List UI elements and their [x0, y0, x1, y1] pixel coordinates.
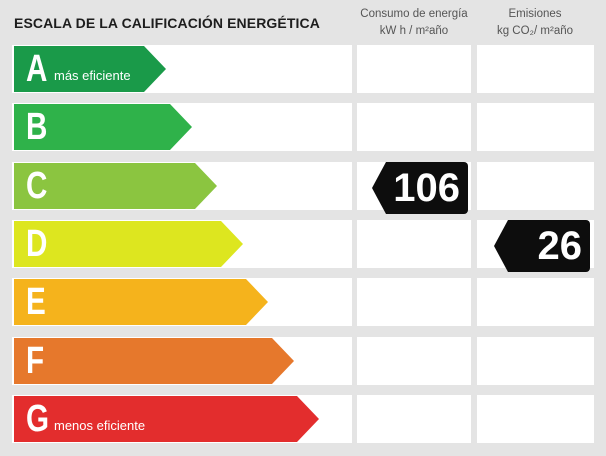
- rating-subtitle: menos eficiente: [54, 418, 146, 433]
- emisiones-header-line2: kg CO₂/ m²año: [496, 25, 574, 37]
- rating-arrow-d: D: [14, 221, 243, 267]
- emisiones-header: Emisiones kg CO₂/ m²año: [475, 6, 595, 40]
- rating-letter: D: [26, 223, 48, 265]
- rating-letter: B: [26, 106, 48, 148]
- emisiones-cell: [477, 45, 594, 93]
- consumo-cell: [357, 220, 471, 268]
- rating-letter: G: [26, 398, 50, 440]
- label-title: ESCALA DE LA CALIFICACIÓN ENERGÉTICA: [14, 15, 320, 31]
- emisiones-cell: [477, 162, 594, 210]
- emisiones-cell: [477, 337, 594, 385]
- rating-arrow-b: B: [14, 104, 192, 150]
- emisiones-value: 26: [537, 224, 583, 268]
- rating-arrow-c: C: [14, 163, 217, 209]
- emisiones-cell: [477, 278, 594, 326]
- rating-arrow-f: F: [14, 338, 294, 384]
- consumo-cell: [357, 395, 471, 443]
- consumo-header: Consumo de energía kW h / m²año: [354, 6, 474, 40]
- rating-letter: F: [26, 340, 45, 382]
- rating-subtitle: más eficiente: [54, 68, 131, 83]
- rating-letter: E: [26, 281, 46, 323]
- emisiones-value-badge: 26: [494, 220, 590, 272]
- consumo-cell: [357, 278, 471, 326]
- rating-arrow-e: E: [14, 279, 268, 325]
- consumo-cell: [357, 45, 471, 93]
- rating-letter: A: [26, 48, 48, 90]
- consumo-header-line2: kW h / m²año: [379, 25, 449, 37]
- consumo-header-line1: Consumo de energía: [360, 8, 468, 20]
- consumo-value-badge: 106: [372, 162, 468, 214]
- emisiones-header-line1: Emisiones: [508, 8, 562, 20]
- consumo-cell: [357, 337, 471, 385]
- consumo-cell: [357, 103, 471, 151]
- emisiones-cell: [477, 395, 594, 443]
- consumo-value: 106: [393, 166, 460, 210]
- rating-letter: C: [26, 165, 48, 207]
- emisiones-cell: [477, 103, 594, 151]
